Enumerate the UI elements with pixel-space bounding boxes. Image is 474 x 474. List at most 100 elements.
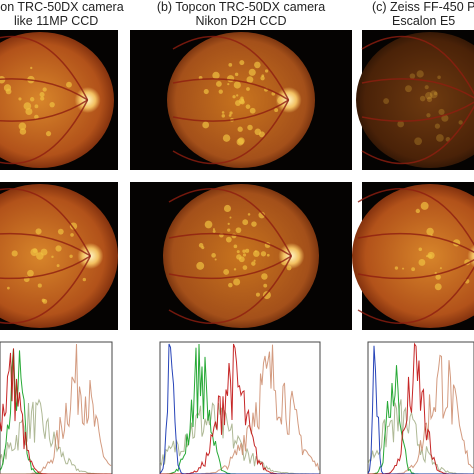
lesion	[234, 72, 239, 77]
lesion	[274, 108, 279, 113]
lesion	[235, 100, 241, 106]
lesion	[7, 286, 10, 290]
fundus	[0, 32, 114, 168]
lesion	[57, 228, 64, 235]
lesion	[255, 292, 260, 297]
vessel	[0, 35, 89, 101]
lesion	[246, 76, 254, 84]
lesion	[426, 96, 433, 103]
vessel	[168, 188, 293, 257]
column-subtitle: Escalon E5	[392, 14, 455, 28]
lesion	[45, 131, 52, 137]
lesion	[212, 71, 220, 80]
lesion	[242, 219, 249, 226]
lesion	[40, 96, 45, 101]
lesion	[18, 122, 27, 131]
lesion	[214, 258, 217, 261]
lesion	[223, 269, 230, 275]
lesion	[225, 236, 232, 243]
lesion	[212, 229, 216, 233]
lesion	[228, 62, 233, 67]
lesion	[260, 251, 267, 257]
vessel	[168, 255, 292, 280]
lesion	[233, 268, 237, 271]
lesion	[420, 201, 429, 210]
vessel	[0, 78, 89, 101]
lesion	[441, 114, 449, 122]
lesion	[198, 243, 204, 248]
lesion	[436, 134, 444, 142]
lesion	[228, 114, 232, 117]
lesion	[196, 261, 205, 270]
histogram-frame	[159, 341, 321, 474]
lesion	[242, 265, 248, 270]
lesion	[437, 75, 441, 80]
lesion	[426, 254, 429, 258]
lesion	[227, 83, 230, 86]
lesion	[247, 124, 253, 131]
lesion	[202, 121, 210, 129]
lesion	[429, 90, 438, 99]
lesion	[30, 248, 38, 256]
lesion	[56, 264, 60, 268]
lesion	[37, 283, 42, 288]
lesion	[235, 227, 242, 234]
lesion	[409, 73, 416, 79]
lesion	[18, 97, 22, 101]
vessel	[172, 78, 290, 101]
column-title: con TRC-50DX camera	[0, 0, 124, 14]
lesion	[233, 81, 241, 89]
lesion	[229, 111, 233, 115]
lesion	[34, 104, 39, 109]
column-subtitle: like 11MP CCD	[14, 14, 98, 28]
vessel	[361, 101, 474, 122]
lesion	[237, 126, 243, 132]
vessel	[0, 188, 92, 257]
lesion	[49, 102, 55, 108]
lesion	[23, 102, 32, 110]
lesion	[242, 253, 247, 257]
lesion	[426, 113, 431, 118]
lesion	[434, 283, 442, 291]
lesion	[261, 273, 268, 280]
lesion	[69, 222, 78, 230]
lesion	[41, 298, 46, 303]
lesion	[264, 69, 269, 73]
lesion	[249, 107, 256, 114]
lesion	[435, 274, 441, 280]
lesion	[82, 277, 86, 282]
lesion	[241, 98, 245, 102]
lesion	[418, 247, 423, 252]
histogram-curve	[0, 348, 111, 474]
lesion	[236, 138, 244, 146]
lesion	[258, 131, 265, 138]
lesion	[254, 61, 261, 69]
lesion	[51, 255, 54, 259]
lesion	[397, 120, 405, 128]
vessel	[357, 258, 474, 280]
vessel	[172, 99, 290, 122]
lesion	[394, 266, 399, 270]
lesion	[228, 282, 233, 288]
lesion	[242, 249, 246, 253]
lesion	[411, 267, 416, 272]
lesion	[239, 60, 245, 66]
lesion	[263, 283, 268, 288]
lesion	[418, 259, 426, 266]
lesion	[215, 81, 222, 87]
lesion	[35, 228, 42, 235]
lesion	[424, 85, 429, 90]
lesion	[232, 95, 236, 99]
vessel	[0, 232, 91, 257]
lesion	[42, 87, 47, 92]
lesion	[11, 250, 18, 257]
lesion	[416, 70, 424, 78]
lesion	[29, 97, 35, 102]
vessel	[361, 104, 474, 165]
lesion	[30, 66, 33, 70]
lesion	[245, 104, 251, 109]
vessel	[0, 255, 91, 280]
lesion	[222, 134, 231, 142]
column-title: (b) Topcon TRC-50DX camera	[157, 0, 325, 14]
